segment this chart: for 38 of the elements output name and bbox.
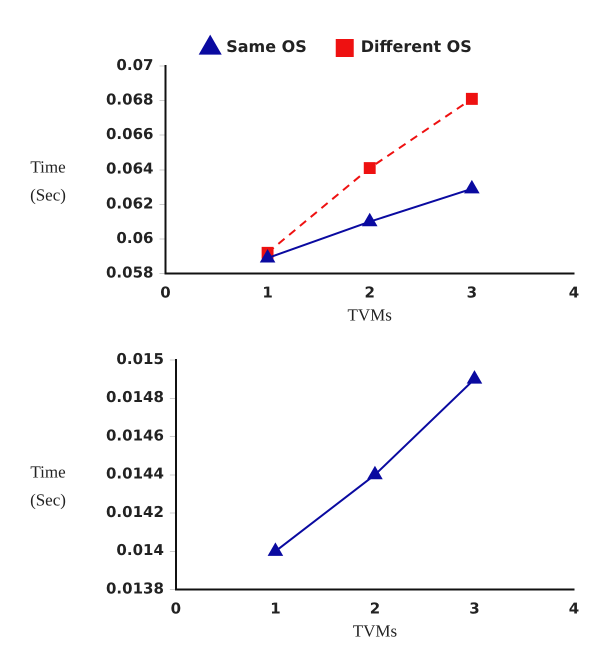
x-axis-title: TVMs: [348, 305, 392, 324]
y-tick-label: 0.07: [116, 56, 154, 74]
x-tick-label: 2: [370, 599, 380, 618]
x-tick-label: 1: [262, 283, 273, 302]
y-tick-label: 0.0142: [106, 502, 164, 521]
x-tick-label: 2: [364, 283, 375, 302]
point: [467, 371, 482, 384]
point: [368, 466, 382, 480]
point: [466, 92, 478, 105]
point: [362, 214, 377, 226]
x-tick-label: 4: [568, 283, 580, 302]
y-axis-title: Time (Sec): [30, 462, 66, 510]
y-tick-label: 0.058: [106, 263, 154, 282]
y-axis-title: Time (Sec): [30, 157, 66, 204]
x-tick-label: 3: [466, 283, 478, 302]
y-tick-label: 0.0148: [106, 388, 164, 406]
x-axis-title: TVMs: [352, 621, 398, 640]
x-tick-label: 4: [568, 599, 580, 618]
point: [260, 250, 275, 263]
point: [364, 162, 376, 174]
y-tick-label: 0.015: [116, 350, 164, 368]
y-tick-label: 0.014: [116, 541, 164, 560]
legend-label: Different OS: [360, 37, 472, 56]
y-tick-label: 0.0144: [106, 464, 164, 483]
x-tick-label: 0: [160, 283, 171, 302]
y-tick-label: 0.0138: [106, 579, 164, 598]
y-tick-label: 0.066: [106, 125, 154, 144]
x-tick-label: 3: [469, 599, 480, 618]
legend-label: Same OS: [226, 37, 307, 56]
y-tick-label: 0.068: [106, 90, 154, 108]
x-tick-label: 1: [270, 599, 281, 618]
point: [268, 543, 282, 556]
y-tick-label: 0.0146: [106, 426, 164, 444]
y-tick-label: 0.062: [106, 194, 154, 212]
y-tick-label: 0.064: [106, 160, 154, 178]
point: [464, 180, 479, 194]
y-tick-label: 0.06: [116, 228, 154, 247]
x-tick-label: 0: [170, 599, 182, 618]
